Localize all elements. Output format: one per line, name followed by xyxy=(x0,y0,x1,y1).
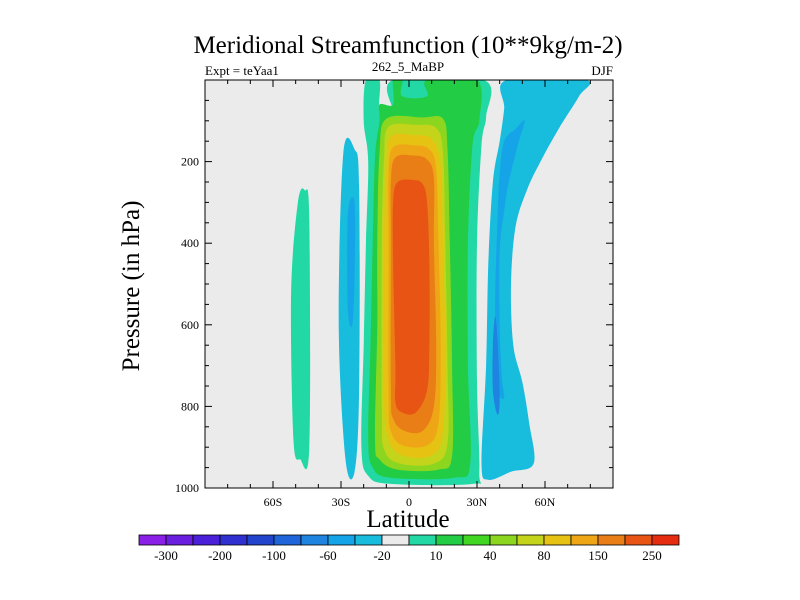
colorbar-swatch xyxy=(354,534,383,546)
colorbar-label: 10 xyxy=(430,548,443,563)
contour-cell-hadley-core xyxy=(392,179,430,415)
colorbar-label: -300 xyxy=(154,548,178,563)
colorbar-swatch xyxy=(165,534,194,546)
x-tick-label: 30N xyxy=(467,495,488,509)
colorbar-swatch xyxy=(273,534,302,546)
y-tick-label: 600 xyxy=(181,318,199,332)
contour-cell-sh-ferrel-core xyxy=(347,197,356,328)
y-tick-label: 200 xyxy=(181,155,199,169)
colorbar-swatch xyxy=(327,534,356,546)
x-axis-label: Latitude xyxy=(366,506,449,533)
x-tick-label: 60N xyxy=(535,495,556,509)
y-axis-label: Pressure (in hPa) xyxy=(118,201,145,372)
colorbar-swatch xyxy=(543,534,572,546)
contour-cell-sh-outer-positive xyxy=(290,188,311,470)
contour-regions xyxy=(290,80,591,486)
colorbar-swatch xyxy=(516,534,545,546)
x-tick-label: 0 xyxy=(406,495,412,509)
colorbar-swatch xyxy=(489,534,518,546)
x-tick-label: 30S xyxy=(332,495,351,509)
colorbar-label: -200 xyxy=(208,548,232,563)
colorbar-label: 250 xyxy=(642,548,662,563)
axis-ticks: 60S 30S 0 30N 60N 200 400 600 800 1000 xyxy=(175,80,613,509)
colorbar-swatch xyxy=(138,534,167,546)
y-tick-label: 400 xyxy=(181,236,199,250)
y-tick-label: 1000 xyxy=(175,481,199,495)
colorbar-swatch xyxy=(192,534,221,546)
colorbar-swatch xyxy=(408,534,437,546)
contour-cell-nh-ferrel-core xyxy=(495,120,525,400)
colorbar-label: -100 xyxy=(262,548,286,563)
center-label: 262_5_MaBP xyxy=(372,59,444,74)
x-tick-label: 60S xyxy=(264,495,283,509)
colorbar-label: -60 xyxy=(319,548,336,563)
colorbar-swatch xyxy=(462,534,491,546)
colorbar-swatch xyxy=(381,534,410,546)
colorbar: -300 -200 -100 -60 -20 10 40 80 150 250 xyxy=(138,534,680,563)
right-label: DJF xyxy=(591,63,613,78)
colorbar-swatch xyxy=(246,534,275,546)
y-tick-label: 800 xyxy=(181,399,199,413)
chart-title: Meridional Streamfunction (10**9kg/m-2) xyxy=(193,32,622,59)
colorbar-label: -20 xyxy=(373,548,390,563)
left-label: Expt = teYaa1 xyxy=(205,63,279,78)
contour-cell-nh-ferrel-inner xyxy=(492,316,500,415)
colorbar-swatch xyxy=(651,534,680,546)
colorbar-label: 40 xyxy=(484,548,497,563)
colorbar-swatch xyxy=(435,534,464,546)
colorbar-swatch xyxy=(219,534,248,546)
colorbar-label: 80 xyxy=(538,548,551,563)
colorbar-swatch xyxy=(597,534,626,546)
colorbar-label: 150 xyxy=(588,548,608,563)
colorbar-swatch xyxy=(570,534,599,546)
colorbar-swatch xyxy=(624,534,653,546)
colorbar-swatch xyxy=(300,534,329,546)
